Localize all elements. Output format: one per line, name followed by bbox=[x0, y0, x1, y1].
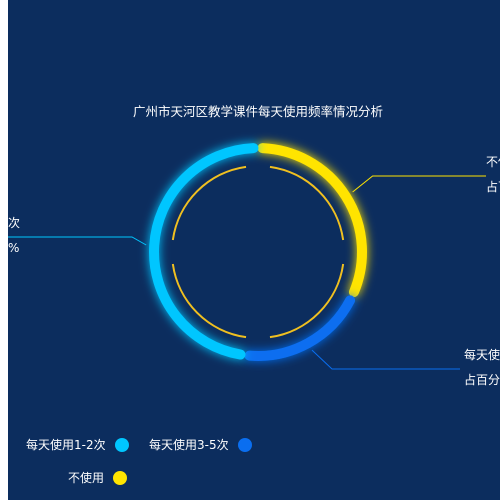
chart-panel: 广州市天河区教学课件每天使用频率情况分析 不使占百每天使占百分 次% 每天使用1-… bbox=[8, 0, 500, 500]
slice-2[interactable] bbox=[257, 143, 367, 298]
leader-line-0 bbox=[8, 236, 147, 246]
slice-label-name-1: 每天使 bbox=[464, 347, 500, 362]
slice-1[interactable] bbox=[244, 295, 356, 361]
inner-ring-arc-0 bbox=[269, 165, 345, 241]
slice-label-pct-0: % bbox=[8, 241, 19, 255]
legend-item-3-5[interactable]: 每天使用3-5次 bbox=[149, 436, 252, 453]
legend-swatch-3-5 bbox=[237, 437, 252, 452]
legend-item-1-2[interactable]: 每天使用1-2次 bbox=[26, 436, 129, 453]
legend-item-unused[interactable]: 不使用 bbox=[68, 469, 128, 486]
legend-swatch-1-2 bbox=[114, 437, 129, 452]
legend-swatch-unused bbox=[113, 470, 128, 485]
inner-ring-arc-1 bbox=[269, 263, 345, 339]
slice-label-pct-1: 占百分 bbox=[464, 372, 500, 387]
legend-label-unused: 不使用 bbox=[68, 471, 105, 485]
legend-label-1-2: 每天使用1-2次 bbox=[26, 438, 106, 452]
leader-line-1 bbox=[311, 349, 460, 370]
inner-ring-arc-2 bbox=[171, 263, 247, 339]
leader-line-2 bbox=[352, 175, 486, 193]
slice-label-pct-2: 占百 bbox=[486, 179, 500, 194]
slice-0[interactable] bbox=[149, 143, 259, 360]
slice-label-name-0: 次 bbox=[8, 216, 20, 230]
slice-label-name-2: 不使 bbox=[486, 154, 500, 169]
donut-chart: 广州市天河区教学课件每天使用频率情况分析 不使占百每天使占百分 次% bbox=[8, 104, 500, 387]
inner-ring-arc-3 bbox=[171, 165, 247, 241]
chart-title: 广州市天河区教学课件每天使用频率情况分析 bbox=[133, 104, 383, 119]
legend-label-3-5: 每天使用3-5次 bbox=[149, 438, 229, 452]
